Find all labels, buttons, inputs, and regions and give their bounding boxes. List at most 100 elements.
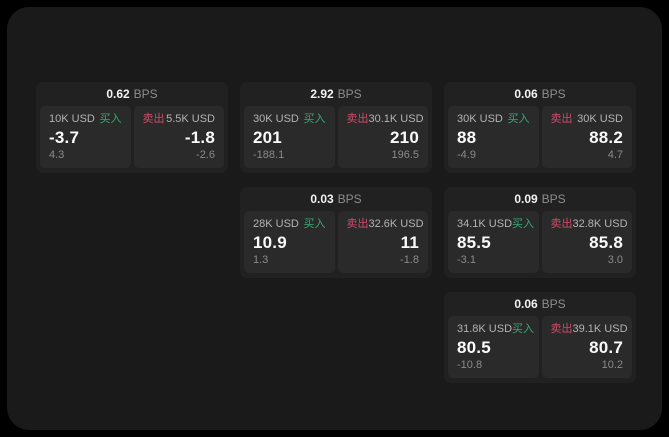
sell-amount: 39.1K USD <box>572 323 628 335</box>
bps-unit-label: BPS <box>541 192 566 206</box>
sell-pane[interactable]: 卖出 5.5K USD -1.8 -2.6 <box>133 106 224 168</box>
buy-delta: -3.1 <box>457 254 476 266</box>
buy-price: 10.9 <box>253 233 287 252</box>
sell-delta: 3.0 <box>607 254 623 266</box>
bps-header: 0.06 BPS <box>444 292 636 316</box>
buy-delta: 4.3 <box>49 149 65 161</box>
sell-amount: 32.8K USD <box>572 218 628 230</box>
bps-header: 0.03 BPS <box>240 187 432 211</box>
sell-pane-top: 卖出 30.1K USD <box>346 113 424 125</box>
buy-delta: -4.9 <box>457 149 476 161</box>
sell-amount: 32.6K USD <box>368 218 424 230</box>
quote-card-body: 10K USD 买入 -3.7 4.3 卖出 5.5K USD -1.8 -2.… <box>36 106 228 168</box>
sell-side-label: 卖出 <box>346 218 369 230</box>
sell-pane[interactable]: 卖出 32.8K USD 85.8 3.0 <box>541 211 632 273</box>
buy-delta: -188.1 <box>253 149 285 161</box>
quote-card: 2.92 BPS 30K USD 买入 201 -188.1 卖出 30.1K … <box>240 82 432 173</box>
quote-card-body: 31.8K USD 买入 80.5 -10.8 卖出 39.1K USD 80.… <box>444 316 636 378</box>
bps-unit-label: BPS <box>133 87 158 101</box>
sell-amount: 30.1K USD <box>368 113 424 125</box>
buy-side-label: 买入 <box>99 113 122 125</box>
bps-unit-label: BPS <box>337 192 362 206</box>
quote-card: 0.03 BPS 28K USD 买入 10.9 1.3 卖出 32.6K US… <box>240 187 432 278</box>
bps-header: 0.62 BPS <box>36 82 228 106</box>
sell-pane[interactable]: 卖出 39.1K USD 80.7 10.2 <box>541 316 632 378</box>
bps-value: 2.92 <box>310 87 334 101</box>
sell-side-label: 卖出 <box>550 113 573 125</box>
quote-card-body: 34.1K USD 买入 85.5 -3.1 卖出 32.8K USD 85.8… <box>444 211 636 273</box>
buy-price: 88 <box>457 128 477 147</box>
buy-price: -3.7 <box>49 128 80 147</box>
sell-delta: 10.2 <box>601 359 623 371</box>
buy-side-label: 买入 <box>512 323 535 335</box>
buy-amount: 30K USD <box>253 113 299 125</box>
quote-card: 0.09 BPS 34.1K USD 买入 85.5 -3.1 卖出 32.8K… <box>444 187 636 278</box>
sell-delta: -2.6 <box>196 149 215 161</box>
app-panel: 0.62 BPS 10K USD 买入 -3.7 4.3 卖出 5.5K USD <box>7 7 662 430</box>
buy-side-label: 买入 <box>303 113 326 125</box>
buy-price: 201 <box>253 128 282 147</box>
buy-side-label: 买入 <box>507 113 530 125</box>
buy-pane[interactable]: 28K USD 买入 10.9 1.3 <box>244 211 335 273</box>
quote-card-body: 30K USD 买入 88 -4.9 卖出 30K USD 88.2 4.7 <box>444 106 636 168</box>
buy-amount: 34.1K USD <box>457 218 513 230</box>
buy-amount: 31.8K USD <box>457 323 513 335</box>
quote-card: 0.06 BPS 30K USD 买入 88 -4.9 卖出 30K USD <box>444 82 636 173</box>
sell-side-label: 卖出 <box>550 323 573 335</box>
buy-side-label: 买入 <box>303 218 326 230</box>
sell-price: 80.7 <box>589 338 623 357</box>
quote-card-body: 30K USD 买入 201 -188.1 卖出 30.1K USD 210 1… <box>240 106 432 168</box>
buy-price: 85.5 <box>457 233 491 252</box>
sell-side-label: 卖出 <box>142 113 165 125</box>
quote-card: 0.06 BPS 31.8K USD 买入 80.5 -10.8 卖出 39.1… <box>444 292 636 383</box>
sell-pane-top: 卖出 39.1K USD <box>550 323 628 335</box>
buy-delta: -10.8 <box>457 359 483 371</box>
buy-amount: 28K USD <box>253 218 299 230</box>
bps-unit-label: BPS <box>541 297 566 311</box>
sell-price: 11 <box>400 233 419 252</box>
sell-pane[interactable]: 卖出 30K USD 88.2 4.7 <box>541 106 632 168</box>
buy-pane-top: 28K USD 买入 <box>253 219 326 230</box>
bps-unit-label: BPS <box>541 87 566 101</box>
sell-pane[interactable]: 卖出 32.6K USD 11 -1.8 <box>337 211 428 273</box>
sell-pane-top: 卖出 5.5K USD <box>143 114 216 125</box>
sell-pane-top: 卖出 30K USD <box>551 114 624 125</box>
sell-price: 88.2 <box>589 128 623 147</box>
buy-pane[interactable]: 30K USD 买入 88 -4.9 <box>448 106 539 168</box>
sell-amount: 30K USD <box>577 113 623 125</box>
buy-delta: 1.3 <box>253 254 269 266</box>
bps-header: 2.92 BPS <box>240 82 432 106</box>
buy-side-label: 买入 <box>512 218 535 230</box>
buy-pane-top: 31.8K USD 买入 <box>457 323 534 335</box>
buy-pane-top: 34.1K USD 买入 <box>457 218 534 230</box>
buy-pane[interactable]: 10K USD 买入 -3.7 4.3 <box>40 106 131 168</box>
buy-pane[interactable]: 31.8K USD 买入 80.5 -10.8 <box>448 316 539 378</box>
quote-card-body: 28K USD 买入 10.9 1.3 卖出 32.6K USD 11 -1.8 <box>240 211 432 273</box>
sell-price: -1.8 <box>184 128 215 147</box>
sell-pane[interactable]: 卖出 30.1K USD 210 196.5 <box>337 106 428 168</box>
bps-value: 0.06 <box>514 87 538 101</box>
buy-amount: 30K USD <box>457 113 503 125</box>
quote-card: 0.62 BPS 10K USD 买入 -3.7 4.3 卖出 5.5K USD <box>36 82 228 173</box>
sell-pane-top: 卖出 32.6K USD <box>346 218 424 230</box>
sell-amount: 5.5K USD <box>166 113 215 125</box>
buy-pane[interactable]: 30K USD 买入 201 -188.1 <box>244 106 335 168</box>
bps-value: 0.03 <box>310 192 334 206</box>
bps-header: 0.09 BPS <box>444 187 636 211</box>
sell-pane-top: 卖出 32.8K USD <box>551 219 628 230</box>
buy-price: 80.5 <box>457 338 491 357</box>
sell-price: 85.8 <box>589 233 623 252</box>
buy-pane[interactable]: 34.1K USD 买入 85.5 -3.1 <box>448 211 539 273</box>
sell-side-label: 卖出 <box>346 113 369 125</box>
buy-pane-top: 30K USD 买入 <box>253 114 326 125</box>
sell-price: 210 <box>390 128 419 147</box>
bps-value: 0.09 <box>514 192 538 206</box>
buy-amount: 10K USD <box>49 113 95 125</box>
bps-value: 0.62 <box>106 87 130 101</box>
sell-delta: -1.8 <box>400 254 419 266</box>
buy-pane-top: 10K USD 买入 <box>49 114 122 125</box>
sell-delta: 4.7 <box>607 149 623 161</box>
bps-header: 0.06 BPS <box>444 82 636 106</box>
bps-unit-label: BPS <box>337 87 362 101</box>
